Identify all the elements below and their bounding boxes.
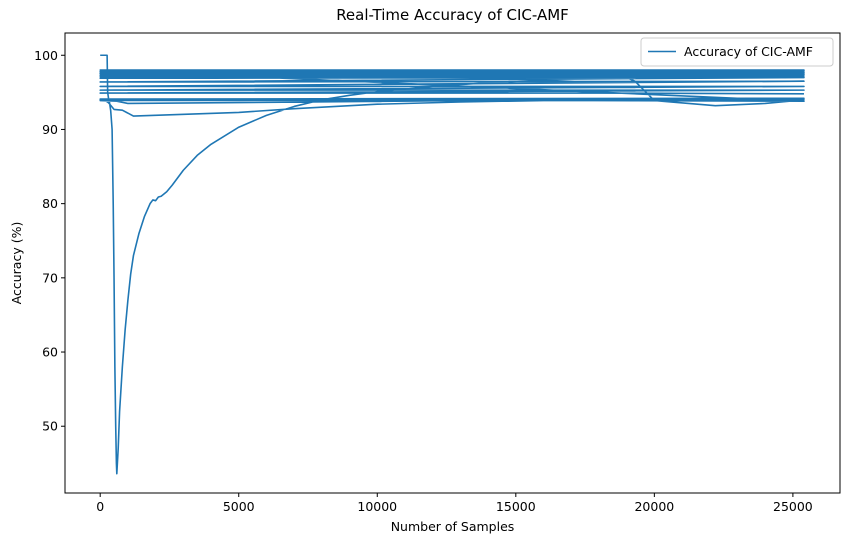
plot-area (99, 54, 805, 475)
x-tick-label: 0 (96, 499, 104, 514)
x-tick-label: 10000 (357, 499, 397, 514)
legend: Accuracy of CIC-AMF (640, 37, 834, 67)
series-line-0 (99, 54, 805, 475)
x-axis-title: Number of Samples (391, 519, 515, 534)
y-tick-label: 50 (42, 419, 58, 434)
legend-label: Accuracy of CIC-AMF (684, 44, 813, 59)
x-tick-label: 25000 (773, 499, 813, 514)
y-tick-label: 90 (42, 122, 58, 137)
y-tick-label: 60 (42, 345, 58, 360)
x-tick-label: 5000 (223, 499, 255, 514)
y-tick-label: 100 (34, 48, 58, 63)
y-tick-label: 70 (42, 270, 58, 285)
x-tick-label: 20000 (634, 499, 674, 514)
x-axis: 0 5000 10000 15000 20000 25000 (96, 493, 813, 514)
x-tick-label: 15000 (496, 499, 536, 514)
y-axis-title: Accuracy (%) (9, 222, 24, 305)
legend-box (640, 37, 834, 67)
axes-frame (64, 32, 841, 494)
chart-title: Real-Time Accuracy of CIC-AMF (336, 6, 569, 24)
y-axis: 50 60 70 80 90 100 (34, 48, 65, 434)
y-tick-label: 80 (42, 196, 58, 211)
